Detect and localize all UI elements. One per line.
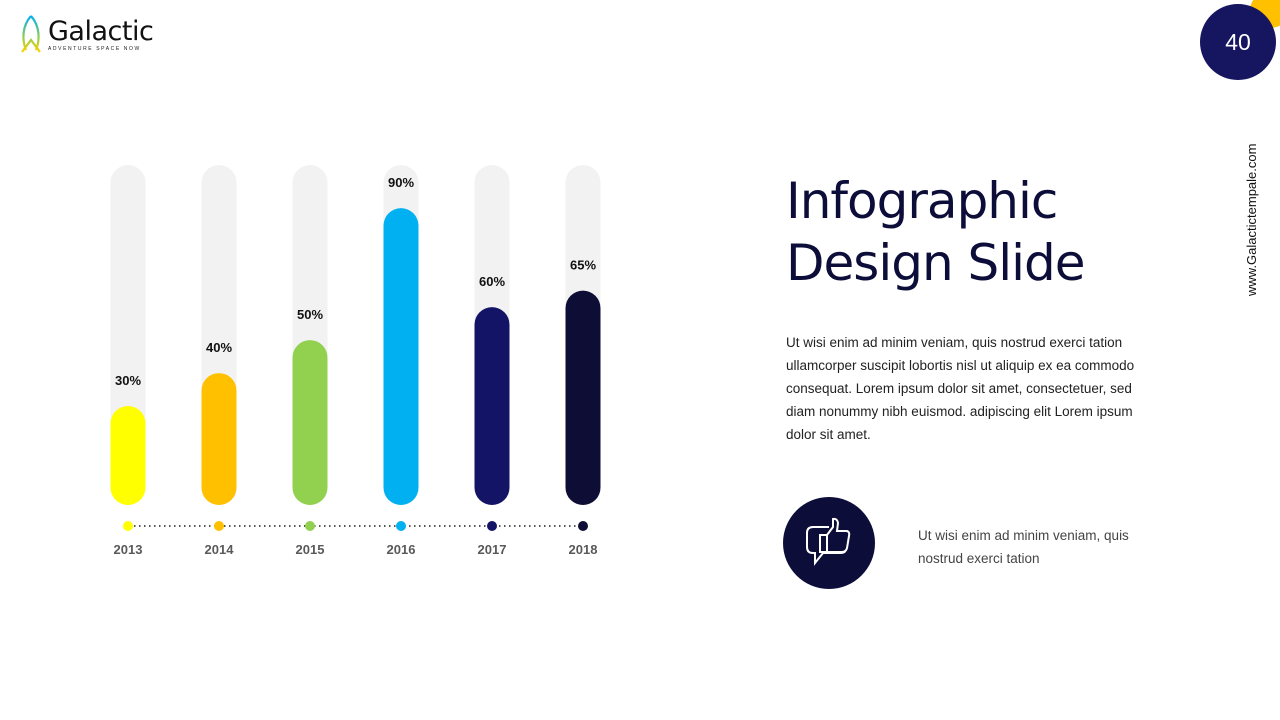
data-label: 90% — [388, 175, 414, 190]
timeline-dot — [214, 521, 224, 531]
timeline-dot — [396, 521, 406, 531]
logo-tagline: ADVENTURE SPACE NOW — [48, 46, 141, 52]
year-label: 2018 — [569, 542, 598, 557]
year-label: 2014 — [205, 542, 235, 557]
logo: Galactic ADVENTURE SPACE NOW — [18, 14, 154, 56]
note-text: Ut wisi enim ad minim veniam, quis nostr… — [918, 528, 1129, 566]
data-label: 30% — [115, 373, 141, 388]
year-label: 2015 — [296, 542, 325, 557]
data-label: 40% — [206, 340, 232, 355]
bar — [292, 340, 328, 505]
year-label: 2017 — [478, 542, 507, 557]
bar — [565, 290, 601, 505]
bar — [474, 307, 510, 505]
timeline-dot — [305, 521, 315, 531]
bar — [383, 208, 419, 505]
rocket-logo-icon — [21, 15, 41, 53]
logo-name: Galactic — [48, 16, 154, 47]
timeline-dot — [578, 521, 588, 531]
body-text: Ut wisi enim ad minim veniam, quis nostr… — [786, 335, 1135, 442]
title-line-1: Infographic — [786, 172, 1058, 230]
slide-title: Infographic Design Slide — [786, 170, 1086, 294]
website-text: www.Galactictempale.com — [1244, 143, 1259, 296]
bar — [201, 373, 237, 505]
year-label: 2013 — [114, 542, 143, 557]
feedback-icon-circle — [783, 497, 875, 589]
title-line-2: Design Slide — [786, 234, 1086, 292]
bar-chart: 30% 2013 40% 2014 50% 2015 90% 2016 60% 2017 65% 20… — [110, 165, 601, 557]
data-label: 60% — [479, 274, 505, 289]
data-label: 50% — [297, 307, 323, 322]
thumbs-up-chat-icon — [806, 517, 851, 566]
year-label: 2016 — [387, 542, 416, 557]
timeline-dot — [123, 521, 133, 531]
bar — [110, 406, 146, 505]
page-number-badge: 40 — [1200, 4, 1276, 80]
timeline-dot — [487, 521, 497, 531]
data-label: 65% — [570, 258, 596, 273]
